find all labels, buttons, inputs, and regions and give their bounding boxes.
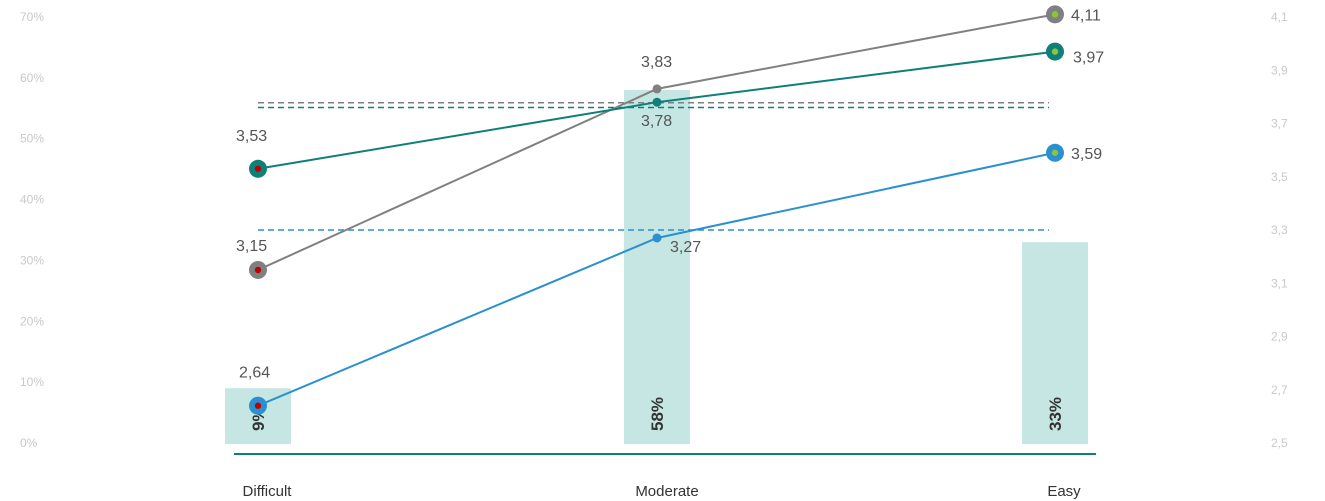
right-axis-tick-label: 3,3 [1271,223,1288,237]
data-label: 3,15 [236,238,267,255]
right-axis-tick-label: 2,5 [1271,436,1288,450]
right-axis-tick-label: 3,1 [1271,276,1288,290]
left-axis-tick-label: 30% [20,253,44,267]
bar-series: 9% 58% 33% [225,90,1088,445]
series-point [652,233,662,243]
data-label: 3,83 [641,54,672,71]
category-label: Difficult [243,483,293,500]
right-axis-tick-label: 3,9 [1271,63,1288,77]
right-axis: 2,5 2,7 2,9 3,1 3,3 3,5 3,7 3,9 4,1 [1271,10,1288,450]
right-axis-tick-label: 2,9 [1271,330,1288,344]
series-endpoint-dot [1051,11,1059,18]
series-endpoint-dot [1051,149,1059,156]
series-endpoint-dot [254,165,262,172]
line-markers [249,5,1064,415]
right-axis-tick-label: 4,1 [1271,10,1288,24]
series-point [652,97,662,107]
right-axis-tick-label: 3,5 [1271,170,1288,184]
left-axis-tick-label: 60% [20,71,44,85]
data-label: 3,59 [1071,146,1102,163]
data-label: 3,53 [236,128,267,145]
data-label: 3,27 [670,239,701,256]
series-endpoint-dot [1051,48,1059,55]
right-axis-tick-label: 3,7 [1271,117,1288,131]
category-label: Moderate [635,483,698,500]
data-label: 4,11 [1071,7,1101,24]
series-point [652,84,662,94]
series-endpoint-dot [254,402,262,409]
data-label: 2,64 [239,365,270,382]
bar [1022,242,1088,444]
category-label: Easy [1047,483,1081,500]
bar-value-label: 33% [1046,397,1065,431]
left-axis-tick-label: 70% [20,10,44,24]
data-label: 3,97 [1073,50,1104,67]
right-axis-tick-label: 2,7 [1271,383,1288,397]
data-labels: 3,15 3,83 4,11 3,53 3,78 3,97 2,64 3,27 3,59 [236,7,1104,381]
left-axis-tick-label: 20% [20,314,44,328]
data-label: 3,78 [641,113,672,130]
left-axis: 0% 10% 20% 30% 40% 50% 60% 70% [20,10,44,450]
left-axis-tick-label: 10% [20,375,44,389]
left-axis-tick-label: 40% [20,193,44,207]
category-labels: Difficult Moderate Easy [243,483,1082,500]
series-endpoint-dot [254,266,262,274]
left-axis-tick-label: 0% [20,436,38,450]
left-axis-tick-label: 50% [20,132,44,146]
bar-value-label: 58% [648,397,667,431]
bar [624,90,690,445]
